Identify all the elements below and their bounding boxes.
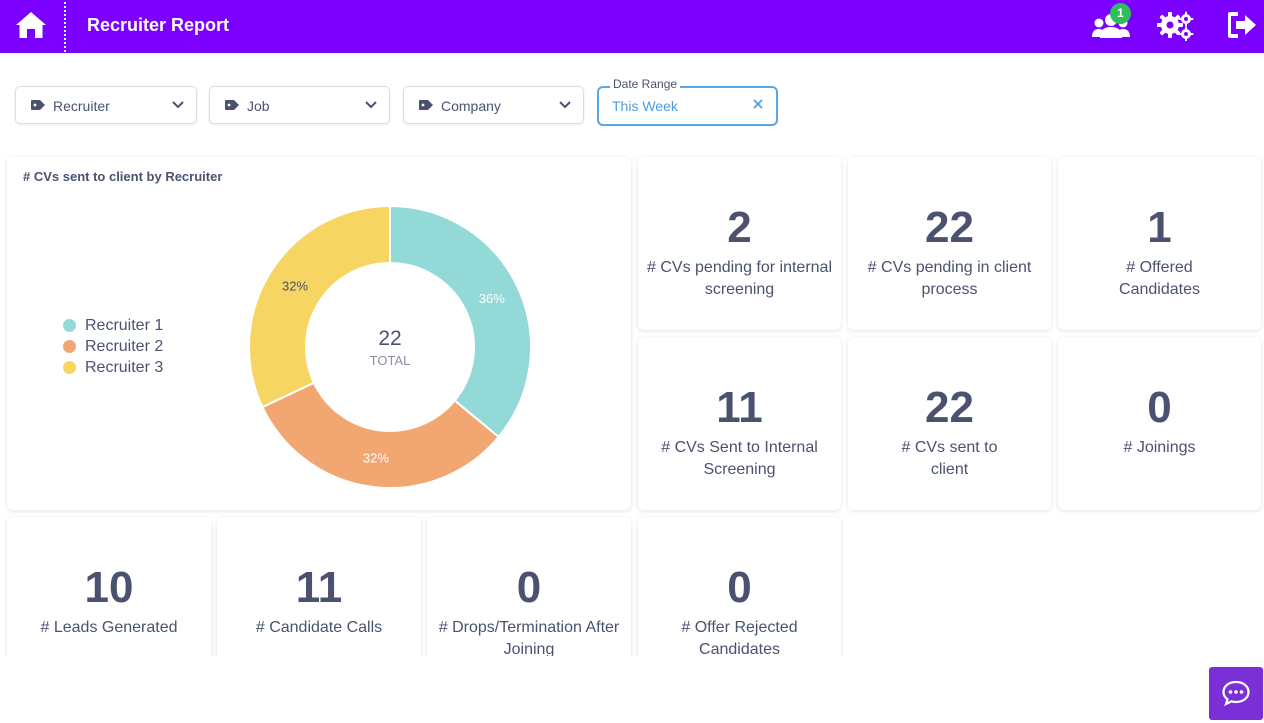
- recruiter-filter-label: Recruiter: [53, 98, 110, 114]
- chart-legend: Recruiter 1 Recruiter 2 Recruiter 3: [63, 315, 163, 378]
- stat-value: 10: [84, 563, 134, 612]
- job-filter-label: Job: [247, 98, 270, 114]
- settings-button[interactable]: [1157, 11, 1195, 46]
- stat-label: # CVs pending for internal screening: [647, 259, 832, 298]
- stat-card: 11 # CVs Sent to Internal Screening: [638, 337, 841, 510]
- stat-label: # Joinings: [1123, 439, 1196, 456]
- stat-value: 11: [716, 383, 763, 432]
- logout-button[interactable]: [1227, 12, 1258, 43]
- company-filter-label: Company: [441, 98, 501, 114]
- stat-card: 2 # CVs pending for internal screening: [638, 157, 841, 330]
- legend-item[interactable]: Recruiter 2: [63, 336, 163, 357]
- tag-icon: [419, 100, 433, 110]
- stat-value: 1: [1147, 203, 1172, 252]
- legend-item[interactable]: Recruiter 3: [63, 357, 163, 378]
- slice-percent-label: 32%: [363, 451, 389, 466]
- home-icon: [16, 12, 46, 38]
- stat-value: 0: [516, 563, 542, 612]
- cvs-by-recruiter-chart-card: # CVs sent to client by Recruiter Recrui…: [7, 157, 631, 510]
- donut-slice[interactable]: [261, 381, 501, 489]
- date-range-legend: Date Range: [610, 77, 681, 91]
- stat-card: 1 # Offered Candidates: [1058, 157, 1261, 330]
- job-filter[interactable]: Job: [209, 86, 390, 124]
- date-range-value: This Week: [612, 98, 678, 114]
- recruiter-filter[interactable]: Recruiter: [15, 86, 197, 124]
- settings-icon: [1157, 11, 1194, 42]
- clear-icon[interactable]: [752, 98, 764, 110]
- page-title: Recruiter Report: [87, 15, 230, 35]
- stat-label: # Offered Candidates: [1119, 259, 1200, 298]
- slice-percent-label: 36%: [479, 291, 505, 306]
- top-bar: Recruiter Report 1: [0, 0, 1264, 53]
- donut-slice[interactable]: [389, 204, 532, 439]
- chevron-down-icon: [365, 101, 377, 109]
- users-button[interactable]: [1092, 12, 1130, 43]
- donut-center-value: 22: [378, 327, 401, 350]
- stat-label: # Leads Generated: [40, 619, 178, 636]
- legend-item[interactable]: Recruiter 1: [63, 315, 163, 336]
- stat-label: # Candidate Calls: [255, 619, 383, 636]
- legend-label: Recruiter 2: [85, 337, 164, 355]
- legend-label: Recruiter 1: [85, 316, 164, 334]
- company-filter[interactable]: Company: [403, 86, 584, 124]
- stat-value: 0: [727, 563, 752, 612]
- stat-value: 22: [925, 203, 974, 252]
- users-icon: [1092, 14, 1130, 38]
- stat-label: # CVs pending in client process: [867, 259, 1032, 298]
- tag-icon: [31, 100, 45, 110]
- stat-value: 2: [727, 203, 752, 252]
- date-range-filter[interactable]: This Week: [597, 86, 778, 126]
- stat-value: 11: [295, 563, 343, 612]
- stat-card: 0 # Joinings: [1058, 337, 1261, 510]
- stat-value: 0: [1147, 383, 1172, 432]
- logout-icon: [1227, 12, 1256, 38]
- donut-center-label: TOTAL: [370, 353, 411, 368]
- stat-label: # Offer Rejected Candidates: [681, 619, 798, 658]
- stat-label: # CVs Sent to Internal Screening: [661, 439, 818, 478]
- header-divider: [64, 2, 66, 52]
- tag-icon: [225, 100, 239, 110]
- legend-swatch: [63, 340, 76, 353]
- chat-icon: [1222, 680, 1250, 706]
- chevron-down-icon: [559, 101, 571, 109]
- home-button[interactable]: [14, 10, 50, 42]
- donut-slice[interactable]: [248, 204, 391, 409]
- stat-label: # Drops/Termination After Joining: [438, 619, 620, 658]
- legend-swatch: [63, 319, 76, 332]
- notification-badge: 1: [1110, 3, 1131, 24]
- chat-button[interactable]: [1209, 667, 1263, 720]
- stat-value: 22: [925, 383, 974, 432]
- chart-title: # CVs sent to client by Recruiter: [23, 169, 223, 184]
- donut-chart: 36% 32% 32% 22 TOTAL: [248, 204, 532, 489]
- legend-label: Recruiter 3: [85, 358, 164, 376]
- chevron-down-icon: [172, 101, 184, 109]
- slice-percent-label: 32%: [282, 279, 308, 294]
- stat-card: 22 # CVs sent to client: [848, 337, 1051, 510]
- stat-label: # CVs sent to client: [901, 439, 998, 478]
- stat-card: 22 # CVs pending in client process: [848, 157, 1051, 330]
- legend-swatch: [63, 361, 76, 374]
- viewport-bottom-edge: [0, 656, 1264, 723]
